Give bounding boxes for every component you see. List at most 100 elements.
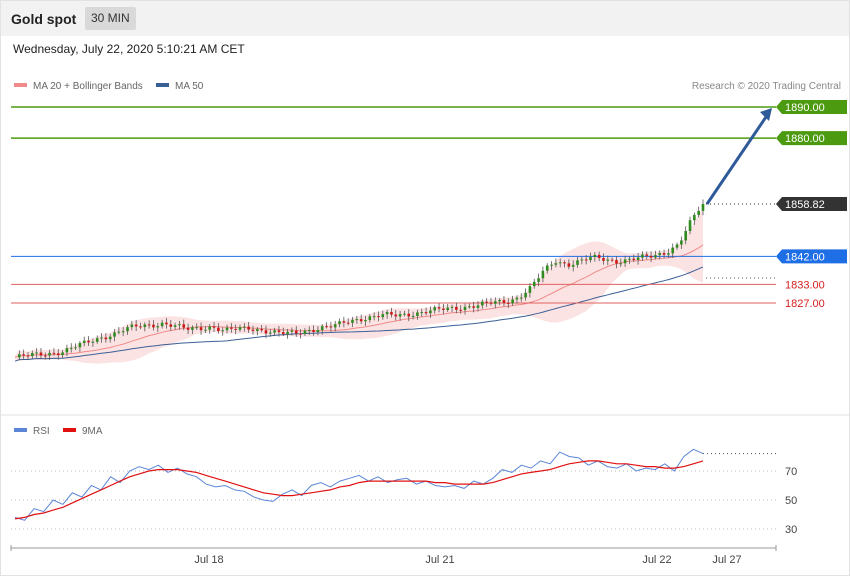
candle-body (264, 330, 268, 334)
candle-body (234, 328, 237, 330)
candle-body (429, 310, 432, 314)
candle-body (268, 332, 272, 334)
candle-body (256, 329, 259, 331)
candle-body (589, 257, 592, 261)
candle-body (355, 319, 359, 321)
level-label: 1833.00 (785, 279, 825, 291)
candle-body (338, 321, 341, 325)
candle-body (199, 327, 203, 331)
level-label: 1858.82 (785, 199, 825, 211)
candle-body (52, 352, 56, 354)
level-label-box (776, 100, 847, 114)
candle-body (688, 220, 692, 232)
candle-body (160, 322, 164, 327)
candle-body (126, 327, 129, 332)
candle-body (649, 255, 653, 258)
candle-body (506, 302, 510, 304)
candle-body (147, 324, 151, 326)
candle-body (108, 336, 112, 340)
candle-body (502, 300, 506, 303)
candle-body (446, 307, 450, 310)
candle-body (169, 324, 173, 327)
candle-body (580, 259, 584, 261)
credit-text: Research © 2020 Trading Central (691, 81, 841, 92)
candle-body (641, 254, 644, 258)
candle-body (320, 326, 324, 330)
candle-body (26, 355, 30, 357)
candle-body (537, 278, 540, 282)
candle-body (411, 315, 415, 317)
rsi-9ma-line (14, 460, 704, 520)
candle-body (329, 326, 333, 328)
legend-ma50-label: MA 50 (175, 81, 204, 92)
candle-body (208, 326, 212, 330)
candle-body (100, 337, 103, 339)
candle-body (91, 341, 95, 343)
candle-body (61, 352, 64, 356)
legend-ma20-label: MA 20 + Bollinger Bands (33, 81, 143, 92)
candle-body (277, 330, 281, 333)
candle-body (390, 312, 393, 315)
candle-body (152, 324, 155, 328)
ma20-line (14, 244, 704, 358)
candle-body (121, 331, 125, 333)
candle-body (623, 259, 627, 264)
candle-body (468, 306, 471, 308)
candle-body (385, 312, 389, 315)
rsi-tick-label: 50 (785, 495, 797, 507)
candle-body (104, 337, 108, 340)
candle-body (567, 263, 571, 267)
timeframe-badge[interactable]: 30 MIN (85, 7, 136, 30)
candle-body (230, 327, 233, 329)
legend-rsi-swatch (14, 428, 27, 433)
candle-body (494, 301, 497, 304)
candle-body (498, 300, 501, 302)
candle-body (675, 244, 679, 248)
candle-body (186, 327, 190, 330)
bollinger-band (15, 207, 703, 364)
rsi-line (14, 448, 704, 521)
candle-body (597, 254, 601, 259)
candle-body (442, 308, 445, 310)
candle-body (381, 314, 385, 318)
legend-rsi-label: RSI (33, 426, 50, 437)
level-label-box (776, 249, 847, 264)
candle-body (31, 353, 34, 356)
legend-9ma-swatch (63, 428, 76, 433)
projection-arrow-head (760, 108, 772, 121)
level-label: 1880.00 (785, 133, 825, 145)
candle-body (684, 231, 687, 241)
candle-body (615, 259, 618, 264)
candle-body (554, 263, 558, 265)
candle-body (78, 343, 82, 348)
candle-body (437, 307, 441, 309)
candle-body (610, 259, 614, 261)
legend-ma50-swatch (156, 83, 169, 88)
legend-ma20-swatch (14, 83, 27, 88)
candle-body (416, 312, 419, 316)
candle-body (134, 324, 138, 327)
candle-body (56, 353, 60, 356)
level-label-box (776, 197, 847, 212)
candle-body (286, 331, 289, 335)
candle-body (351, 319, 354, 323)
candle-body (476, 305, 480, 308)
candle-body (238, 327, 242, 330)
legend-rsi: RSI (14, 426, 50, 437)
candle-body (364, 320, 367, 322)
candle-body (359, 319, 363, 322)
candle-body (195, 327, 199, 329)
level-label: 1890.00 (785, 102, 825, 114)
candle-body (563, 262, 566, 264)
candle-body (489, 302, 493, 304)
candle-body (420, 312, 424, 314)
candle-body (485, 301, 488, 303)
candle-body (545, 265, 549, 271)
candle-body (636, 257, 640, 261)
candle-body (571, 264, 575, 267)
candle-body (22, 354, 25, 356)
candle-body (368, 316, 372, 321)
candle-body (65, 348, 69, 353)
candle-body (407, 313, 411, 317)
candle-body (182, 324, 186, 328)
